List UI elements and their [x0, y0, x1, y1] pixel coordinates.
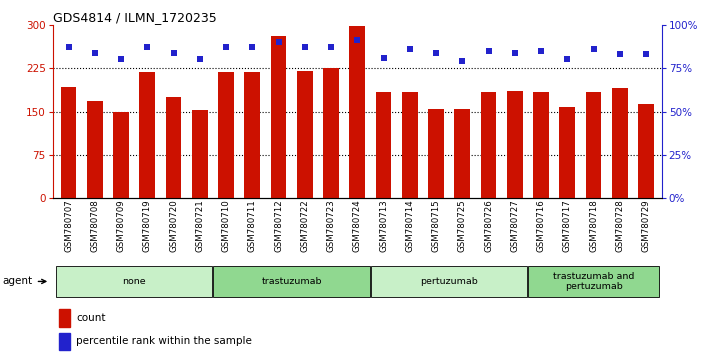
- Text: GSM780715: GSM780715: [432, 200, 441, 252]
- FancyBboxPatch shape: [213, 266, 370, 297]
- Bar: [165, 97, 182, 198]
- Bar: [59, 309, 70, 327]
- Bar: [113, 112, 129, 198]
- Bar: [349, 26, 365, 198]
- Bar: [402, 92, 417, 198]
- Bar: [612, 88, 628, 198]
- Text: GSM780714: GSM780714: [406, 200, 414, 252]
- Text: GSM780725: GSM780725: [458, 200, 467, 252]
- Text: percentile rank within the sample: percentile rank within the sample: [76, 336, 252, 346]
- Text: GDS4814 / ILMN_1720235: GDS4814 / ILMN_1720235: [53, 11, 217, 24]
- Text: GSM780729: GSM780729: [641, 200, 650, 252]
- FancyBboxPatch shape: [56, 266, 213, 297]
- Bar: [481, 92, 496, 198]
- Text: GSM780712: GSM780712: [274, 200, 283, 252]
- Point: [273, 39, 284, 45]
- FancyBboxPatch shape: [371, 266, 527, 297]
- Bar: [323, 68, 339, 198]
- Bar: [376, 92, 391, 198]
- Text: GSM780719: GSM780719: [143, 200, 152, 252]
- Point: [430, 50, 441, 55]
- Text: GSM780727: GSM780727: [510, 200, 520, 252]
- Bar: [586, 92, 601, 198]
- Bar: [533, 92, 549, 198]
- Text: count: count: [76, 313, 106, 323]
- Text: GSM780726: GSM780726: [484, 200, 493, 252]
- Text: GSM780708: GSM780708: [90, 200, 99, 252]
- Point: [246, 45, 258, 50]
- Point: [509, 50, 520, 55]
- Text: GSM780724: GSM780724: [353, 200, 362, 252]
- Point: [535, 48, 546, 53]
- Text: GSM780710: GSM780710: [222, 200, 230, 252]
- Point: [588, 46, 599, 52]
- Bar: [454, 109, 470, 198]
- Point: [220, 45, 232, 50]
- Point: [641, 51, 652, 57]
- Point: [194, 57, 206, 62]
- Bar: [297, 71, 313, 198]
- Text: GSM780721: GSM780721: [195, 200, 204, 252]
- FancyBboxPatch shape: [529, 266, 659, 297]
- Point: [142, 45, 153, 50]
- Text: agent: agent: [3, 276, 46, 286]
- Point: [483, 48, 494, 53]
- Point: [562, 57, 573, 62]
- Point: [63, 45, 74, 50]
- Bar: [560, 107, 575, 198]
- Point: [378, 55, 389, 61]
- Bar: [87, 101, 103, 198]
- Bar: [244, 72, 260, 198]
- Point: [168, 50, 180, 55]
- Text: GSM780711: GSM780711: [248, 200, 257, 252]
- Text: GSM780718: GSM780718: [589, 200, 598, 252]
- Point: [325, 45, 337, 50]
- Point: [404, 46, 415, 52]
- Text: pertuzumab: pertuzumab: [420, 277, 478, 286]
- Point: [89, 50, 101, 55]
- Text: GSM780723: GSM780723: [327, 200, 336, 252]
- Bar: [638, 104, 654, 198]
- Text: GSM780717: GSM780717: [562, 200, 572, 252]
- Bar: [428, 109, 444, 198]
- Point: [457, 58, 468, 64]
- Text: trastuzumab and
pertuzumab: trastuzumab and pertuzumab: [553, 272, 634, 291]
- Text: GSM780707: GSM780707: [64, 200, 73, 252]
- Text: GSM780713: GSM780713: [379, 200, 388, 252]
- Text: GSM780709: GSM780709: [117, 200, 125, 252]
- Bar: [507, 91, 522, 198]
- Text: GSM780722: GSM780722: [301, 200, 309, 252]
- Bar: [192, 110, 208, 198]
- Bar: [139, 72, 155, 198]
- Text: trastuzumab: trastuzumab: [261, 277, 322, 286]
- Text: none: none: [122, 277, 146, 286]
- Text: GSM780716: GSM780716: [536, 200, 546, 252]
- Bar: [61, 87, 77, 198]
- Text: GSM780720: GSM780720: [169, 200, 178, 252]
- Text: GSM780728: GSM780728: [615, 200, 624, 252]
- Bar: [270, 36, 287, 198]
- Point: [299, 45, 310, 50]
- Point: [614, 51, 625, 57]
- Point: [351, 38, 363, 43]
- Point: [115, 57, 127, 62]
- Bar: [218, 72, 234, 198]
- Bar: [59, 333, 70, 350]
